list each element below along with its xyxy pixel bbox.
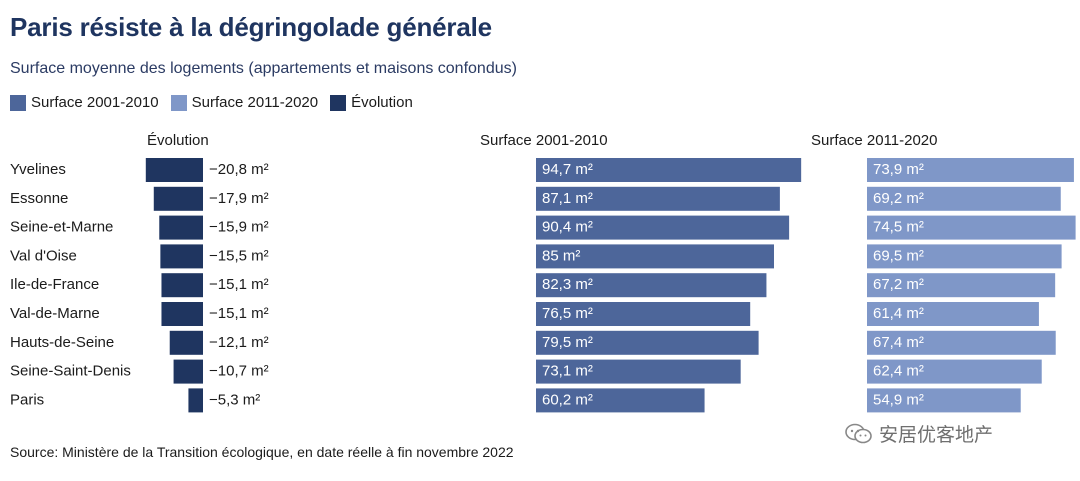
surface-2011-value-label: 67,2 m² [873, 276, 924, 293]
category-label: Hauts-de-Seine [10, 334, 114, 351]
surface-2001-value-label: 60,2 m² [542, 391, 593, 408]
surface-2011-value-label: 61,4 m² [873, 305, 924, 322]
surface-2001-value-label: 76,5 m² [542, 305, 593, 322]
evolution-value-label: −5,3 m² [209, 391, 260, 408]
evolution-bar [188, 388, 203, 413]
watermark-text: 安居优客地产 [879, 425, 994, 446]
surface-2001-value-label: 85 m² [542, 247, 580, 264]
surface-2011-bar [867, 158, 1074, 182]
surface-2001-bar [536, 186, 780, 211]
surface-2011-bar [867, 186, 1061, 211]
legend-swatch-surface-2011 [170, 94, 187, 111]
evolution-bar [169, 330, 203, 355]
surface-2011-value-label: 62,4 m² [873, 363, 924, 380]
surface-2001-bar [536, 215, 790, 240]
surface-2011-bar [867, 244, 1062, 269]
evolution-bar [173, 359, 203, 384]
surface-2001-value-label: 79,5 m² [542, 334, 593, 351]
category-label: Seine-et-Marne [10, 219, 113, 236]
surface-2011-bar [867, 273, 1056, 298]
column-header-surface-2001: Surface 2001-2010 [480, 132, 608, 149]
source-note: Source: Ministère de la Transition écolo… [10, 444, 514, 460]
legend-item-evolution: Évolution [330, 94, 413, 111]
evolution-value-label: −12,1 m² [209, 334, 269, 351]
watermark: 安居优客地产 [844, 420, 993, 447]
legend-label-surface-2001: Surface 2001-2010 [31, 94, 159, 111]
evolution-bar [161, 273, 203, 298]
surface-2001-value-label: 94,7 m² [542, 161, 593, 178]
surface-2011-value-label: 69,2 m² [873, 190, 924, 207]
legend-item-surface-2011: Surface 2011-2020 [170, 94, 319, 111]
surface-2001-bar [536, 273, 767, 298]
evolution-bar [161, 302, 203, 326]
surface-2011-value-label: 73,9 m² [873, 161, 924, 178]
wechat-icon [845, 423, 872, 443]
surface-2001-bar [536, 302, 751, 326]
surface-2001-value-label: 73,1 m² [542, 363, 593, 380]
surface-2001-bar [536, 158, 802, 182]
chart-title: Paris résiste à la dégringolade générale [10, 12, 492, 42]
legend: Surface 2001-2010 Surface 2011-2020 Évol… [10, 94, 425, 111]
evolution-value-label: −15,1 m² [209, 276, 269, 293]
evolution-bar [145, 158, 203, 182]
surface-2001-value-label: 90,4 m² [542, 219, 593, 236]
evolution-bar [153, 186, 203, 211]
category-label: Ile-de-France [10, 276, 99, 293]
category-label: Val-de-Marne [10, 305, 100, 322]
surface-2011-value-label: 67,4 m² [873, 334, 924, 351]
evolution-value-label: −17,9 m² [209, 190, 269, 207]
legend-swatch-evolution [330, 94, 347, 111]
surface-2011-bar [867, 388, 1021, 413]
evolution-value-label: −15,1 m² [209, 305, 269, 322]
surface-2011-bar [867, 330, 1056, 355]
surface-2011-value-label: 74,5 m² [873, 219, 924, 236]
surface-2011-value-label: 54,9 m² [873, 391, 924, 408]
category-label: Seine-Saint-Denis [10, 363, 131, 380]
category-label: Val d'Oise [10, 247, 77, 264]
chart-subtitle: Surface moyenne des logements (apparteme… [10, 60, 517, 77]
category-label: Paris [10, 391, 44, 408]
legend-label-evolution: Évolution [351, 94, 413, 111]
column-header-surface-2011: Surface 2011-2020 [811, 132, 938, 149]
evolution-value-label: −10,7 m² [209, 363, 269, 380]
evolution-bar [159, 215, 203, 240]
surface-2001-bar [536, 359, 741, 384]
category-label: Essonne [10, 190, 68, 207]
evolution-bar [160, 244, 203, 269]
surface-2001-value-label: 82,3 m² [542, 276, 593, 293]
bar-chart: Yvelines −20,8 m² 94,7 m² 73,9 m² Essonne −17… [10, 158, 1076, 413]
surface-2001-bar [536, 388, 705, 413]
surface-2001-bar [536, 330, 759, 355]
surface-2011-bar [867, 215, 1076, 240]
evolution-value-label: −20,8 m² [209, 161, 269, 178]
category-label: Yvelines [10, 161, 66, 178]
column-header-evolution: Évolution [147, 132, 209, 149]
evolution-value-label: −15,5 m² [209, 247, 269, 264]
legend-item-surface-2001: Surface 2001-2010 [10, 94, 159, 111]
surface-2011-bar [867, 359, 1042, 384]
surface-2011-value-label: 69,5 m² [873, 247, 924, 264]
legend-label-surface-2011: Surface 2011-2020 [191, 94, 319, 111]
surface-2001-value-label: 87,1 m² [542, 190, 593, 207]
evolution-value-label: −15,9 m² [209, 219, 269, 236]
legend-swatch-surface-2001 [10, 94, 26, 111]
surface-2001-bar [536, 244, 774, 269]
surface-2011-bar [867, 302, 1039, 326]
